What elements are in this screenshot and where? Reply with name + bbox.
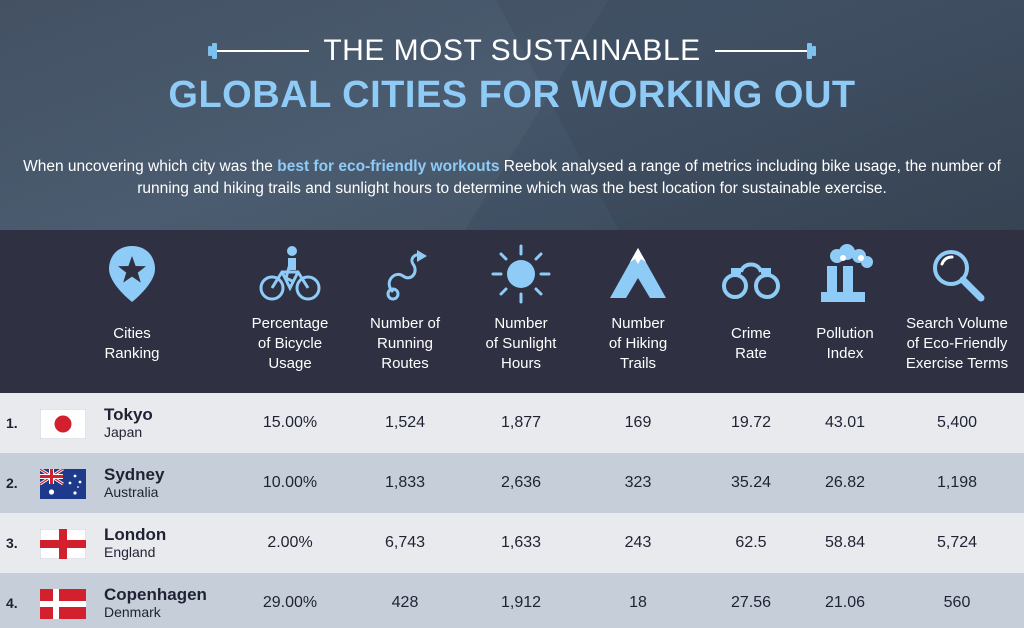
hiking-value: 18 — [629, 594, 647, 611]
col-bicycle-usage: Percentage of Bicycle Usage — [234, 230, 346, 393]
japan-flag-icon — [40, 409, 86, 439]
running-value: 1,833 — [384, 474, 426, 491]
star-pin-icon — [109, 246, 155, 302]
mountain-icon — [610, 248, 666, 298]
pollution-value: 21.06 — [824, 594, 866, 611]
bicycle-value: 29.00% — [262, 594, 318, 611]
pollution-value: 26.82 — [824, 474, 866, 491]
title-line-1: THE MOST SUSTAINABLE — [323, 34, 701, 67]
crime-value: 19.72 — [730, 414, 772, 431]
rank-number: 3. — [6, 535, 18, 551]
rank-number: 2. — [6, 475, 18, 491]
search-value: 1,198 — [936, 474, 978, 491]
country-name: Japan — [104, 424, 143, 440]
search-value: 5,400 — [936, 414, 978, 431]
city-name: Copenhagen — [104, 585, 207, 604]
rank-number: 4. — [6, 595, 18, 611]
factory-icon — [821, 244, 873, 302]
title-row: THE MOST SUSTAINABLE — [0, 34, 1024, 68]
running-value: 428 — [391, 594, 419, 611]
col-running-routes: Number of Running Routes — [354, 230, 456, 393]
country-name: England — [104, 544, 156, 560]
rank-number: 1. — [6, 415, 18, 431]
col-search-volume: Search Volume of Eco-Friendly Exercise Ter… — [892, 230, 1022, 393]
australia-flag-icon — [40, 469, 86, 499]
dumbbell-right-icon — [714, 43, 816, 59]
pollution-value: 43.01 — [824, 414, 866, 431]
col-pollution-index: Pollution Index — [800, 230, 890, 393]
running-value: 1,524 — [384, 414, 426, 431]
sunlight-value: 2,636 — [500, 474, 542, 491]
dumbbell-left-icon — [208, 43, 310, 59]
cyclist-icon — [259, 246, 321, 301]
intro-text: When uncovering which city was the best … — [23, 158, 1001, 197]
search-value: 560 — [943, 594, 971, 611]
search-value: 5,724 — [936, 534, 978, 551]
pollution-value: 58.84 — [824, 534, 866, 551]
col-cities-ranking: Cities Ranking — [80, 230, 184, 393]
crime-value: 62.5 — [735, 534, 767, 551]
col-sunlight-hours: Number of Sunlight Hours — [470, 230, 572, 393]
handcuffs-icon — [722, 262, 780, 299]
table-row: 3. London England 2.00% 6,743 1,633 243 … — [0, 513, 1024, 573]
running-value: 6,743 — [384, 534, 426, 551]
bicycle-value: 2.00% — [267, 534, 313, 551]
sunlight-value: 1,633 — [500, 534, 542, 551]
bicycle-value: 10.00% — [262, 474, 318, 491]
city-name: London — [104, 525, 167, 544]
city-name: Sydney — [104, 465, 165, 484]
magnifier-icon — [933, 250, 985, 302]
bicycle-value: 15.00% — [262, 414, 318, 431]
table-row: 4. Copenhagen Denmark 29.00% 428 1,912 1… — [0, 573, 1024, 628]
country-name: Denmark — [104, 604, 161, 620]
sunlight-value: 1,877 — [500, 414, 542, 431]
hiking-value: 243 — [624, 534, 652, 551]
sun-icon — [491, 244, 551, 304]
col-hiking-trails: Number of Hiking Trails — [588, 230, 688, 393]
intro-highlight: best for eco-friendly workouts — [277, 158, 500, 175]
column-header-bar: Cities Ranking Percentage of Bicycle Usage — [0, 230, 1024, 393]
crime-value: 27.56 — [730, 594, 772, 611]
running-route-icon — [386, 250, 427, 301]
table-row: 1. Tokyo Japan 15.00% 1,524 1,877 169 19… — [0, 393, 1024, 453]
crime-value: 35.24 — [730, 474, 772, 491]
table-row: 2. Sydney Australia 10.00% 1,833 2,636 3… — [0, 453, 1024, 513]
title-line-2: GLOBAL CITIES FOR WORKING OUT — [168, 74, 856, 116]
england-flag-icon — [40, 529, 86, 559]
hero-header: THE MOST SUSTAINABLE GLOBAL CITIES FOR W… — [0, 0, 1024, 230]
city-name: Tokyo — [104, 405, 153, 424]
denmark-flag-icon — [40, 589, 86, 619]
sunlight-value: 1,912 — [500, 594, 542, 611]
hiking-value: 169 — [624, 414, 652, 431]
country-name: Australia — [104, 484, 159, 500]
hiking-value: 323 — [624, 474, 652, 491]
col-crime-rate: Crime Rate — [706, 230, 796, 393]
